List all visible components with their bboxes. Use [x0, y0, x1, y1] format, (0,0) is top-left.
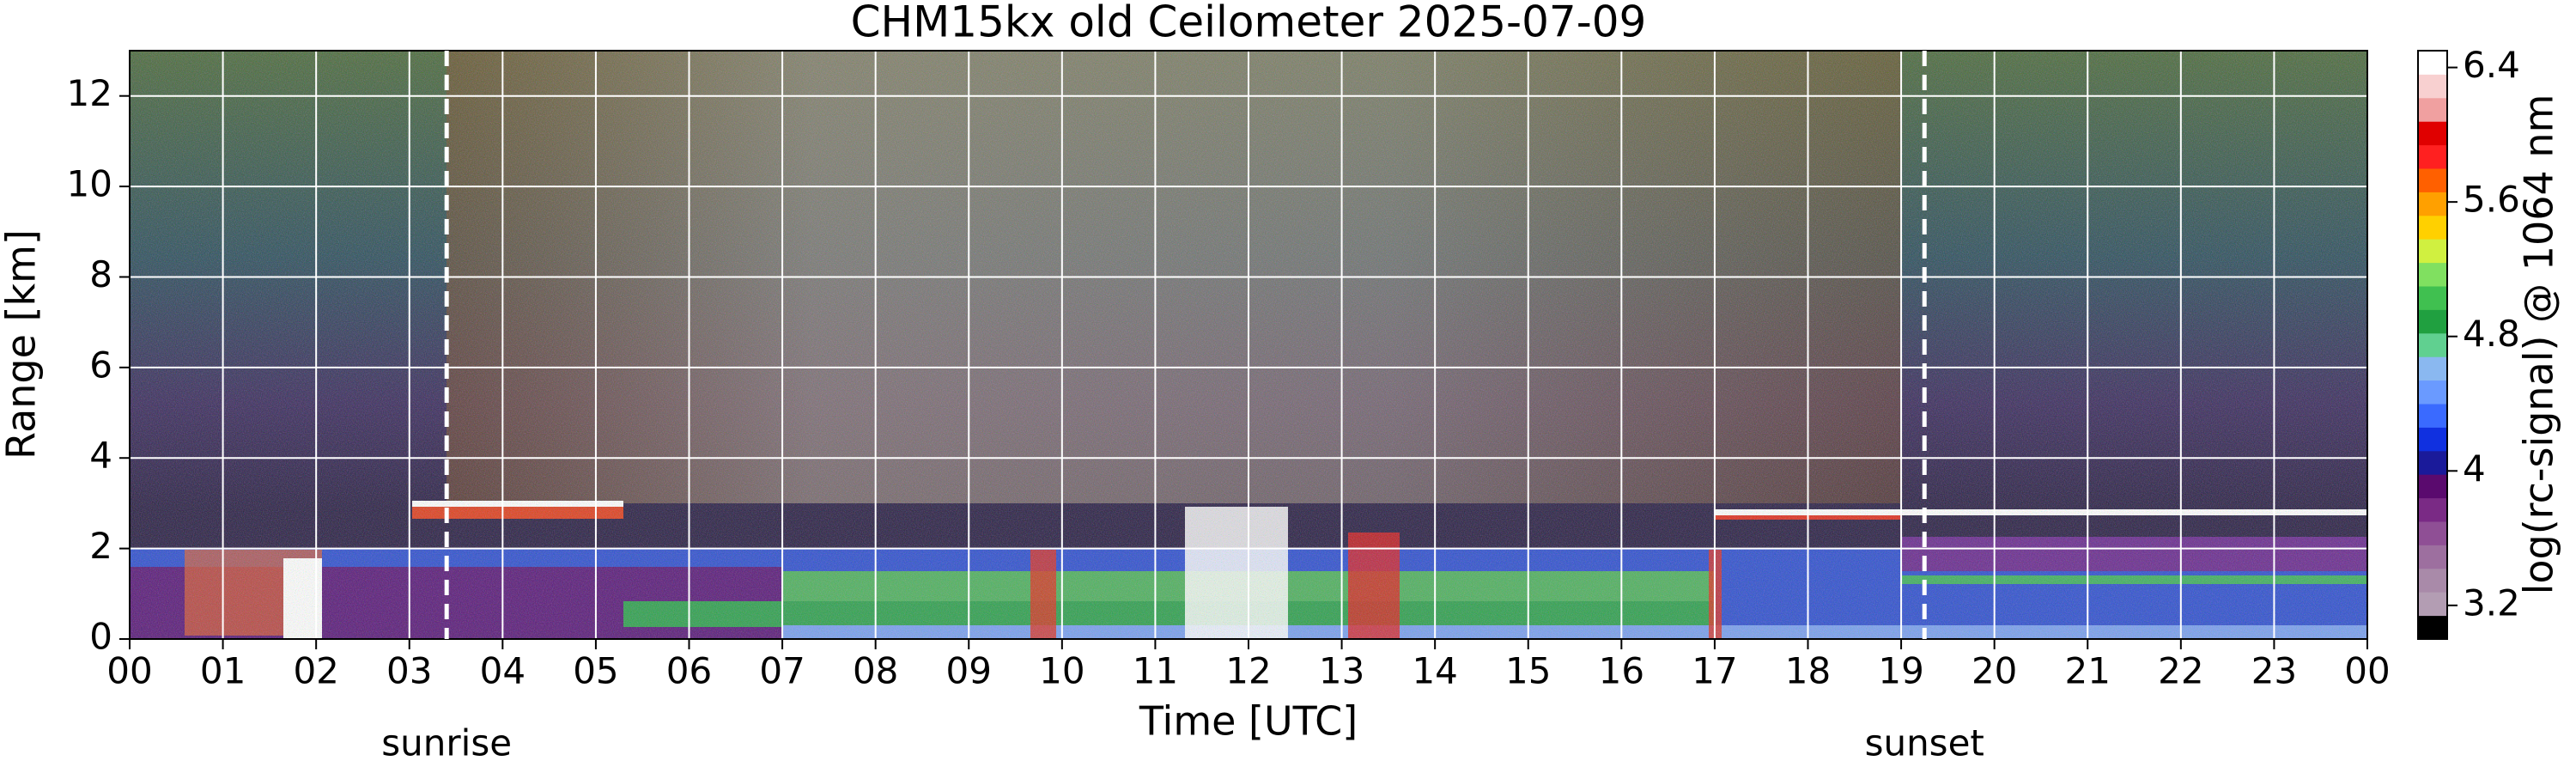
x-tick-label: 18 [1785, 650, 1831, 692]
x-tick-label: 22 [2158, 650, 2203, 692]
colorbar-segment [2418, 74, 2447, 99]
x-tick-label: 08 [853, 650, 898, 692]
x-tick-label: 12 [1225, 650, 1271, 692]
colorbar-segment [2418, 427, 2447, 452]
x-tick-label: 02 [293, 650, 338, 692]
x-tick-label: 16 [1599, 650, 1644, 692]
x-tick-label: 06 [666, 650, 712, 692]
y-axis-label: Range [km] [0, 229, 45, 460]
x-tick-label: 11 [1133, 650, 1178, 692]
x-tick-label: 10 [1039, 650, 1084, 692]
colorbar-segment [2418, 309, 2447, 334]
colorbar-tick-label: 6.4 [2463, 44, 2520, 86]
x-tick-label: 00 [2344, 650, 2390, 692]
colorbar-tick-label: 4.8 [2463, 313, 2520, 355]
colorbar-segment [2418, 144, 2447, 169]
chart-title: CHM15kx old Ceilometer 2025-07-09 [851, 0, 1647, 47]
colorbar-segment [2418, 332, 2447, 357]
colorbar-segment [2418, 474, 2447, 499]
colorbar-tick-label: 3.2 [2463, 581, 2520, 624]
x-tick-label: 21 [2065, 650, 2111, 692]
colorbar-segment [2418, 215, 2447, 240]
y-tick-label: 0 [89, 616, 112, 658]
colorbar-segment [2418, 568, 2447, 593]
y-tick-label: 2 [89, 525, 112, 567]
colorbar-label: log(rc-signal) @ 1064 nm [2516, 94, 2562, 595]
x-tick-label: 05 [573, 650, 618, 692]
colorbar-segment [2418, 168, 2447, 192]
colorbar-tick-label: 4 [2463, 447, 2486, 490]
y-tick-label: 6 [89, 344, 112, 386]
x-tick-label: 23 [2251, 650, 2297, 692]
colorbar-segment [2418, 615, 2447, 640]
x-axis-label: Time [UTC] [1139, 698, 1358, 745]
colorbar-tick-label: 5.6 [2463, 179, 2520, 221]
x-tick-label: 14 [1412, 650, 1457, 692]
colorbar-segment [2418, 262, 2447, 287]
colorbar-segment [2418, 380, 2447, 405]
x-tick-label: 13 [1319, 650, 1364, 692]
y-tick-label: 8 [89, 253, 112, 295]
colorbar-segment [2418, 51, 2447, 75]
colorbar-segment [2418, 286, 2447, 310]
x-tick-label: 09 [946, 650, 992, 692]
colorbar-frame [2417, 50, 2448, 640]
colorbar-segment [2418, 450, 2447, 475]
x-tick-label: 17 [1692, 650, 1737, 692]
x-tick-label: 01 [200, 650, 246, 692]
x-tick-label: 00 [106, 650, 152, 692]
x-tick-label: 04 [480, 650, 526, 692]
y-tick-label: 12 [67, 72, 112, 114]
colorbar-segment [2418, 592, 2447, 617]
x-tick-label: 19 [1878, 650, 1923, 692]
x-tick-label: 07 [759, 650, 805, 692]
y-tick-label: 4 [89, 435, 112, 477]
annotation-label: sunrise [381, 722, 512, 764]
x-tick-label: 20 [1971, 650, 2017, 692]
colorbar-segment [2418, 97, 2447, 122]
x-tick-label: 15 [1505, 650, 1551, 692]
annotation-label: sunset [1865, 722, 1984, 764]
colorbar-segment [2418, 404, 2447, 428]
colorbar-segment [2418, 497, 2447, 522]
colorbar-segment [2418, 521, 2447, 545]
y-tick-label: 10 [67, 163, 112, 205]
x-tick-label: 03 [386, 650, 432, 692]
colorbar-segment [2418, 545, 2447, 569]
colorbar-segment [2418, 356, 2447, 381]
colorbar-segment [2418, 239, 2447, 264]
colorbar-segment [2418, 192, 2447, 216]
colorbar-segment [2418, 121, 2447, 146]
